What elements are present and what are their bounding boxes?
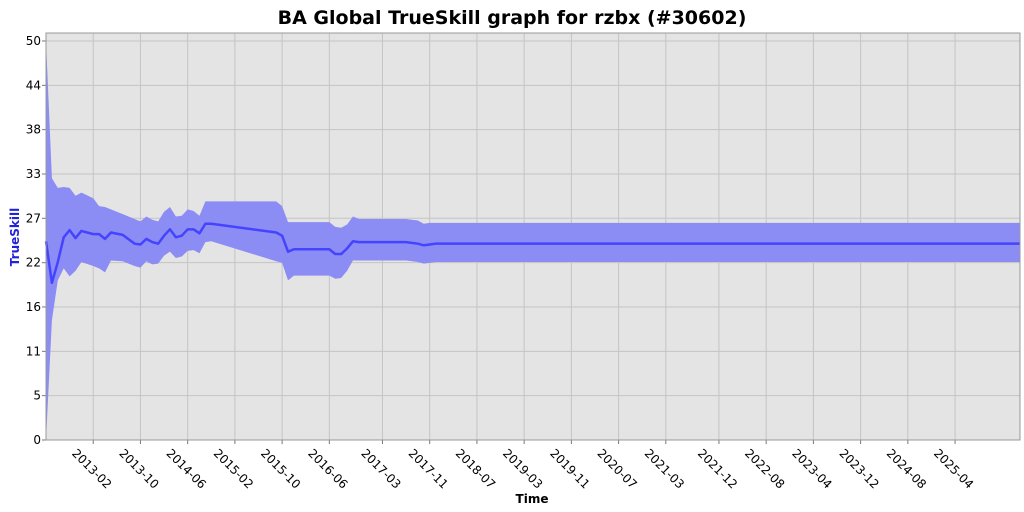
y-tick-label: 22 <box>26 256 41 270</box>
x-tick-label: 2023-04 <box>789 446 834 491</box>
x-tick-label: 2019-03 <box>500 446 545 491</box>
y-axis-label: TrueSkill <box>8 208 22 266</box>
x-tick-label: 2024-08 <box>884 446 929 491</box>
x-tick-label: 2023-12 <box>836 446 881 491</box>
y-tick-label: 11 <box>26 344 41 358</box>
y-tick-label: 33 <box>26 167 41 181</box>
uncertainty-band <box>46 40 1020 440</box>
y-tick-label: 16 <box>26 300 41 314</box>
x-tick-label: 2017-11 <box>406 446 451 491</box>
x-tick-label: 2019-11 <box>547 446 592 491</box>
x-tick-label: 2022-08 <box>742 446 787 491</box>
x-tick-label: 2020-07 <box>594 446 639 491</box>
y-tick-label: 50 <box>26 34 41 48</box>
x-tick-label: 2021-03 <box>642 446 687 491</box>
x-tick-label: 2017-03 <box>358 446 403 491</box>
x-tick-label: 2015-02 <box>211 446 256 491</box>
trueskill-line <box>44 222 1020 285</box>
y-tick-label: 38 <box>26 123 41 137</box>
x-tick-label: 2018-07 <box>453 446 498 491</box>
x-tick-label: 2015-10 <box>258 446 303 491</box>
x-tick-label: 2016-06 <box>305 446 350 491</box>
y-tick-label: 0 <box>33 433 41 447</box>
plot-border <box>45 32 1021 441</box>
x-tick-label: 2025-04 <box>931 446 976 491</box>
chart-title: BA Global TrueSkill graph for rzbx (#306… <box>278 7 747 29</box>
y-tick-label: 44 <box>26 78 41 92</box>
x-tick-label: 2014-06 <box>164 446 209 491</box>
y-tick-label: 27 <box>26 211 41 225</box>
y-tick-label: 5 <box>33 389 41 403</box>
x-tick-label: 2013-02 <box>69 446 114 491</box>
x-axis-label: Time <box>516 492 549 506</box>
x-tick-label: 2013-10 <box>116 446 161 491</box>
x-tick-label: 2021-12 <box>695 446 740 491</box>
